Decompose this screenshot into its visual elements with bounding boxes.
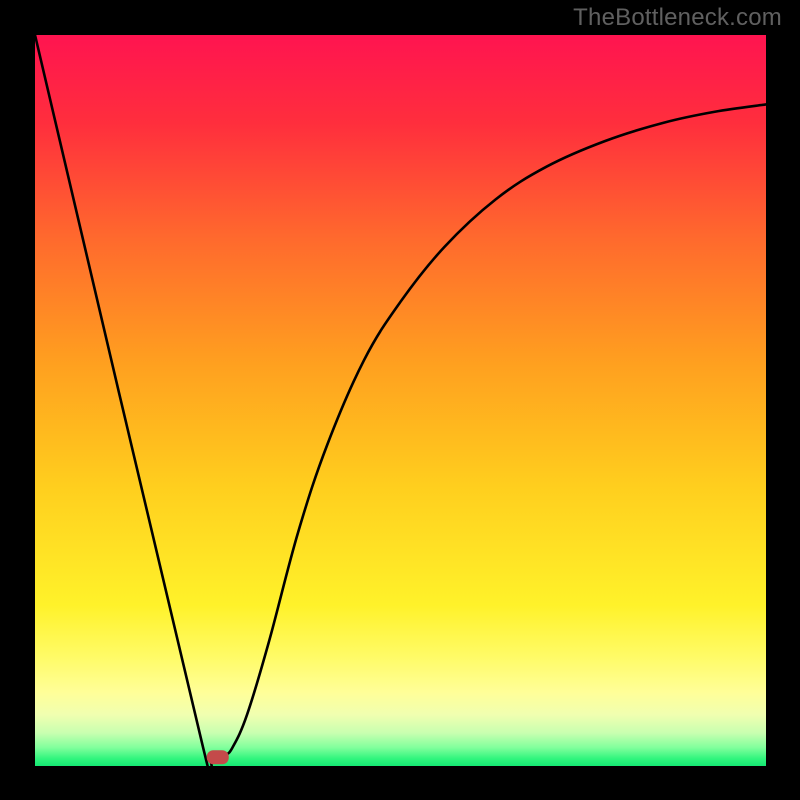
chart-svg (35, 35, 766, 766)
chart-frame: TheBottleneck.com (0, 0, 800, 800)
minimum-marker (207, 751, 228, 764)
source-watermark: TheBottleneck.com (573, 4, 782, 32)
plot-background (35, 35, 766, 766)
